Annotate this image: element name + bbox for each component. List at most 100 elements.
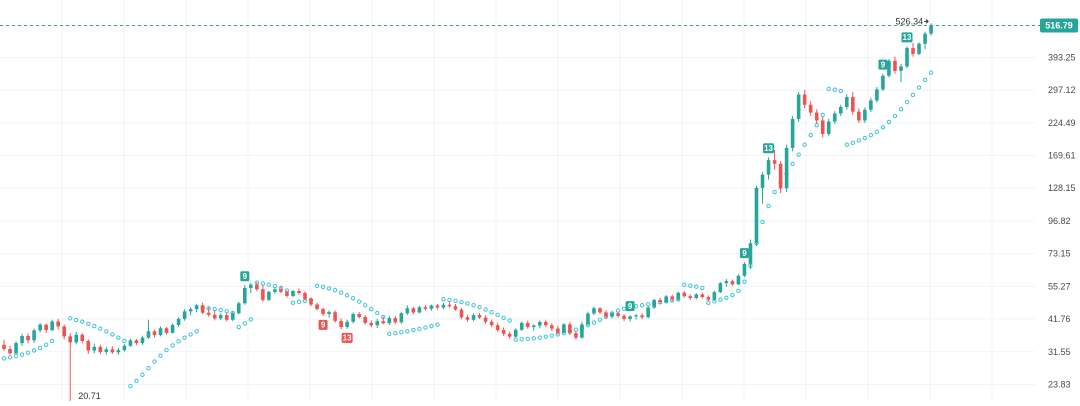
sar-dot — [898, 107, 904, 112]
candle-up — [182, 309, 187, 321]
candle-body — [682, 292, 687, 297]
candle-body — [556, 328, 560, 333]
candle-up — [417, 305, 422, 314]
candle-down — [206, 306, 211, 317]
candle-up — [760, 172, 765, 204]
candle-up — [712, 290, 717, 301]
candle-down — [772, 149, 777, 170]
sar-dot — [134, 378, 139, 383]
sar-dot — [92, 323, 97, 329]
y-tick-label: 128.15 — [1048, 183, 1076, 193]
candle-body — [899, 66, 903, 71]
sequence-badge-up: 13 — [901, 32, 913, 43]
candle-down — [44, 323, 48, 333]
candle-down — [255, 282, 259, 292]
candle-down — [459, 307, 464, 320]
candle-up — [519, 321, 524, 331]
candle-body — [32, 330, 36, 341]
candle-up — [441, 302, 446, 310]
candle-body — [568, 324, 572, 334]
candle-up — [784, 144, 789, 193]
candle-down — [670, 294, 675, 302]
sar-dot — [832, 87, 837, 92]
candle-up — [887, 58, 891, 78]
sar-dot — [405, 329, 410, 334]
candle-up — [32, 328, 36, 344]
candle-up — [92, 343, 97, 354]
candle-body — [489, 321, 494, 326]
sar-dot — [856, 138, 862, 143]
candle-down — [309, 297, 313, 307]
candle-down — [381, 316, 386, 325]
candle-body — [790, 118, 795, 148]
candle-body — [718, 283, 723, 293]
candle-down — [80, 333, 85, 344]
candle-up — [249, 282, 253, 294]
sar-dot — [519, 337, 524, 342]
sar-dot — [766, 203, 771, 209]
candle-up — [628, 315, 632, 322]
candle-down — [453, 304, 458, 311]
sar-dot — [736, 288, 741, 293]
candle-body — [832, 113, 837, 122]
candle-up — [869, 97, 873, 113]
annotations: 526.34 20.71 516.79 — [0, 16, 1078, 401]
sar-dot — [387, 331, 392, 336]
candle-up — [194, 303, 199, 313]
candle-up — [724, 279, 729, 287]
sar-dot — [80, 319, 85, 324]
last-price-tag — [1040, 18, 1078, 33]
badge-label: 9 — [742, 249, 747, 258]
candle-body — [297, 291, 301, 294]
candle-body — [628, 316, 632, 319]
candle-body — [315, 304, 319, 310]
candle-body — [321, 309, 325, 315]
sar-dot — [122, 338, 127, 344]
candle-down — [423, 305, 428, 311]
sequence-badge-up: 9 — [625, 301, 635, 312]
sar-dot — [326, 286, 332, 291]
sar-dot — [344, 293, 350, 298]
candle-body — [917, 43, 921, 54]
candle-body — [893, 60, 897, 71]
candle-down — [303, 291, 307, 301]
candle-down — [820, 116, 825, 138]
candle-body — [923, 33, 927, 44]
candle-body — [363, 316, 367, 323]
candle-up — [267, 290, 271, 302]
candle-up — [345, 319, 349, 329]
candle-body — [224, 315, 229, 320]
candle-body — [929, 25, 933, 34]
candle-body — [730, 281, 735, 285]
sar-dot — [116, 335, 121, 340]
candle-down — [730, 279, 735, 286]
price-axis[interactable]: 393.25 297.12 224.49 169.61 128.15 96.82 73.15… — [1048, 52, 1076, 389]
sar-dot — [188, 332, 193, 337]
sar-dot — [808, 132, 813, 138]
sar-dot — [621, 306, 627, 311]
sar-dot — [495, 312, 500, 318]
candle-body — [622, 315, 626, 319]
candle-down — [411, 306, 416, 315]
candle-up — [766, 157, 771, 180]
candle-body — [339, 320, 343, 328]
sar-dot — [49, 338, 55, 344]
candle-up — [790, 115, 795, 152]
y-tick-label: 96.82 — [1048, 216, 1071, 226]
sar-dot — [224, 309, 229, 314]
y-tick-label: 169.61 — [1048, 151, 1076, 161]
sar-dot — [760, 219, 765, 225]
sar-dot — [25, 350, 31, 355]
sar-dot — [694, 284, 699, 289]
candle-down — [285, 290, 289, 298]
sar-dot — [700, 285, 705, 291]
sar-dot — [645, 302, 651, 307]
candle-down — [525, 320, 530, 329]
badge-bg — [341, 332, 353, 343]
sar-dot — [477, 305, 482, 310]
candle-body — [146, 331, 151, 338]
candle-body — [164, 328, 169, 333]
candle-up — [128, 338, 133, 347]
